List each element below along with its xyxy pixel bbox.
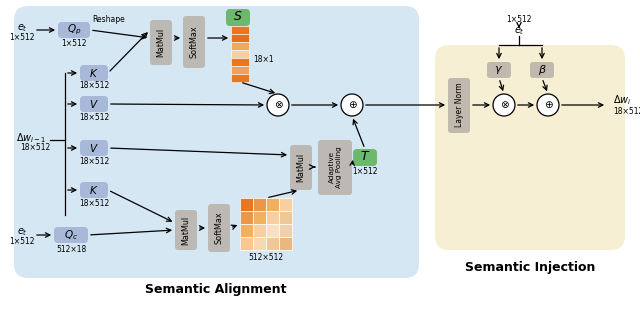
Text: $V$: $V$ [89, 98, 99, 110]
Text: SoftMax: SoftMax [189, 26, 198, 58]
Circle shape [341, 94, 363, 116]
Text: 18×512: 18×512 [79, 112, 109, 121]
Bar [266, 224, 279, 237]
Bar [266, 198, 279, 211]
FancyBboxPatch shape [80, 96, 108, 112]
Text: 1×512: 1×512 [352, 167, 378, 177]
Bar [279, 198, 292, 211]
FancyBboxPatch shape [318, 140, 352, 195]
Text: Semantic Injection: Semantic Injection [465, 261, 595, 275]
Text: $T$: $T$ [360, 151, 370, 163]
Bar [240, 224, 253, 237]
Bar [253, 198, 266, 211]
FancyBboxPatch shape [54, 227, 88, 243]
Bar [231, 42, 249, 49]
FancyBboxPatch shape [80, 182, 108, 198]
Bar [266, 211, 279, 224]
Bar [253, 237, 266, 250]
Circle shape [537, 94, 559, 116]
Text: $e_t$: $e_t$ [17, 226, 28, 238]
Bar [253, 211, 266, 224]
Text: $\Delta w_i$: $\Delta w_i$ [613, 93, 632, 107]
Text: $K$: $K$ [89, 67, 99, 79]
Text: $S$: $S$ [233, 11, 243, 23]
Text: ⊕: ⊕ [543, 100, 552, 110]
Text: MatMul: MatMul [296, 152, 305, 182]
Text: SoftMax: SoftMax [214, 212, 223, 244]
Text: Reshape: Reshape [92, 14, 125, 23]
Text: 18×1: 18×1 [253, 55, 274, 64]
Bar [253, 224, 266, 237]
FancyBboxPatch shape [435, 45, 625, 250]
FancyBboxPatch shape [14, 6, 419, 278]
Text: 18×512: 18×512 [79, 198, 109, 208]
Bar [231, 26, 249, 33]
Text: 1×512: 1×512 [9, 238, 35, 247]
FancyBboxPatch shape [208, 204, 230, 252]
Bar [266, 237, 279, 250]
Text: $e_t$: $e_t$ [17, 22, 28, 34]
FancyBboxPatch shape [183, 16, 205, 68]
Bar [279, 237, 292, 250]
FancyBboxPatch shape [80, 140, 108, 156]
Text: $Q_c$: $Q_c$ [64, 228, 78, 242]
FancyBboxPatch shape [448, 78, 470, 133]
Bar [231, 74, 249, 81]
Bar [240, 211, 253, 224]
Text: ⊗: ⊗ [274, 100, 282, 110]
Text: $\gamma$: $\gamma$ [495, 64, 504, 76]
Bar [279, 211, 292, 224]
FancyBboxPatch shape [175, 210, 197, 250]
Text: Layer Norm: Layer Norm [454, 83, 463, 127]
FancyBboxPatch shape [353, 149, 377, 166]
Circle shape [493, 94, 515, 116]
FancyBboxPatch shape [290, 145, 312, 190]
Bar [231, 34, 249, 42]
Text: 512×18: 512×18 [56, 244, 86, 254]
Text: $Q_p$: $Q_p$ [67, 23, 81, 37]
Text: 18×512: 18×512 [79, 81, 109, 90]
Text: 18×512: 18×512 [79, 156, 109, 166]
Bar [231, 50, 249, 58]
Text: ⊕: ⊕ [348, 100, 356, 110]
Text: 18×512: 18×512 [20, 143, 51, 152]
FancyBboxPatch shape [487, 62, 511, 78]
Text: $\beta$: $\beta$ [538, 63, 547, 77]
Text: Adaptive
Avg Pooling: Adaptive Avg Pooling [328, 146, 342, 188]
Text: 1×512: 1×512 [9, 33, 35, 43]
Bar [240, 237, 253, 250]
FancyBboxPatch shape [58, 22, 90, 38]
FancyBboxPatch shape [150, 20, 172, 65]
Text: $\Delta w_{i-1}$: $\Delta w_{i-1}$ [16, 131, 47, 145]
Text: 18×512: 18×512 [613, 107, 640, 116]
Text: 1×512: 1×512 [506, 16, 532, 24]
Bar [231, 66, 249, 74]
Text: Semantic Alignment: Semantic Alignment [145, 284, 287, 296]
Text: MatMul: MatMul [157, 28, 166, 57]
FancyBboxPatch shape [226, 9, 250, 26]
Text: 512×512: 512×512 [248, 254, 284, 263]
Text: $V$: $V$ [89, 142, 99, 154]
Circle shape [267, 94, 289, 116]
Bar [279, 224, 292, 237]
Text: ⊗: ⊗ [500, 100, 508, 110]
FancyBboxPatch shape [530, 62, 554, 78]
Text: $e_t$: $e_t$ [513, 25, 524, 37]
Bar [231, 58, 249, 65]
Text: $K$: $K$ [89, 184, 99, 196]
Text: 1×512: 1×512 [61, 39, 87, 49]
Text: MatMul: MatMul [182, 215, 191, 244]
Bar [240, 198, 253, 211]
FancyBboxPatch shape [80, 65, 108, 81]
